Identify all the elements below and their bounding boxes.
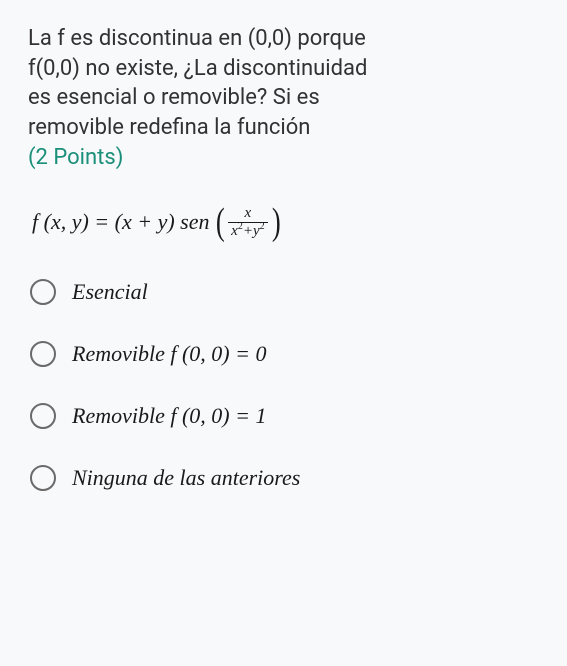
fraction-numerator: x xyxy=(241,206,256,222)
option-removible-1[interactable]: Removible f (0, 0) = 1 xyxy=(30,403,539,429)
question-line-2: f(0,0) no existe, ¿La discontinuidad xyxy=(28,56,367,81)
question-line-1: La f es discontinua en (0,0) porque xyxy=(28,26,366,51)
question-line-3: es esencial o removible? Si es xyxy=(28,85,320,110)
question-line-4: removible redefina la función xyxy=(28,115,310,140)
question-text: La f es discontinua en (0,0) porque f(0,… xyxy=(28,24,539,143)
radio-icon[interactable] xyxy=(30,279,56,305)
option-label: Removible f (0, 0) = 1 xyxy=(72,403,266,429)
formula-fraction: x x2+y2 xyxy=(228,206,267,239)
points-label: (2 Points) xyxy=(28,145,539,170)
options-group: Esencial Removible f (0, 0) = 0 Removible … xyxy=(28,279,539,491)
radio-icon[interactable] xyxy=(30,341,56,367)
fraction-denominator: x2+y2 xyxy=(228,222,267,239)
option-label: Esencial xyxy=(72,279,148,305)
option-ninguna[interactable]: Ninguna de las anteriores xyxy=(30,465,539,491)
radio-icon[interactable] xyxy=(30,465,56,491)
option-esencial[interactable]: Esencial xyxy=(30,279,539,305)
formula-paren-group: ( x x2+y2 ) xyxy=(214,206,283,239)
formula: f (x, y) = (x + y) sen ( x x2+y2 ) xyxy=(28,206,539,239)
option-removible-0[interactable]: Removible f (0, 0) = 0 xyxy=(30,341,539,367)
paren-left-icon: ( xyxy=(215,207,224,237)
option-label: Ninguna de las anteriores xyxy=(72,465,300,491)
formula-lhs: f (x, y) = (x + y) sen xyxy=(32,209,210,235)
radio-icon[interactable] xyxy=(30,403,56,429)
paren-right-icon: ) xyxy=(272,207,281,237)
option-label: Removible f (0, 0) = 0 xyxy=(72,341,266,367)
